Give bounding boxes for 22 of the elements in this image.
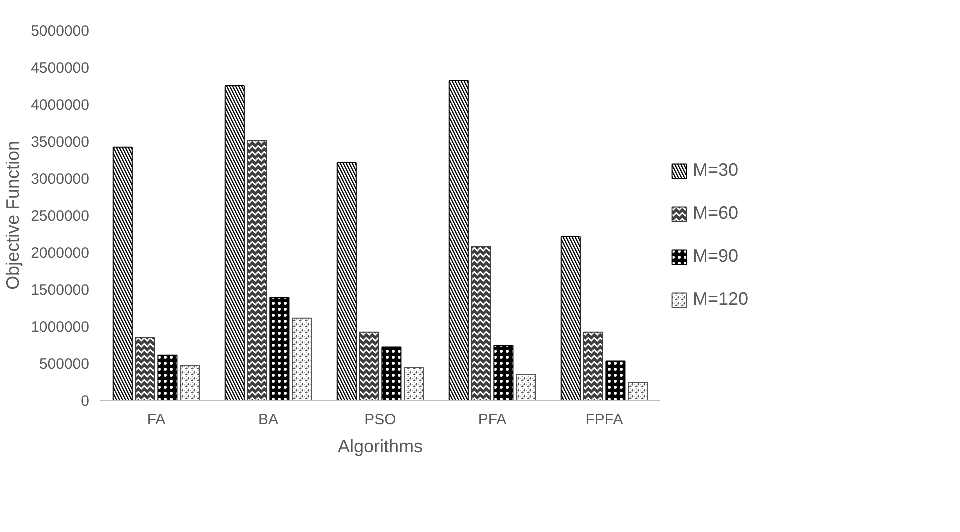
legend-label: M=30 [693,160,739,181]
y-tick-label: 0 [81,393,90,410]
y-tick-label: 2000000 [31,245,90,262]
x-tick-label: FA [147,412,166,428]
x-axis-title: Algorithms [338,436,424,456]
legend-label: M=60 [693,203,739,224]
y-tick-label: 4000000 [31,97,90,114]
y-tick-label: 500000 [39,356,90,373]
legend-label: M=120 [693,289,749,310]
y-tick-label: 1500000 [31,282,90,299]
x-tick-label: PSO [364,412,396,428]
y-axis-title: Objective Function [3,140,24,290]
x-tick-label: PFA [478,412,507,428]
y-tick-label: 4500000 [31,60,90,77]
legend-label: M=90 [693,246,739,267]
y-tick-label: 1000000 [31,319,90,336]
x-tick-label: BA [258,412,279,428]
y-tick-label: 3000000 [31,171,90,188]
y-tick-label: 3500000 [31,134,90,151]
x-tick-label: FPFA [586,412,624,428]
y-tick-label: 5000000 [31,23,90,40]
y-tick-label: 2500000 [31,208,90,225]
